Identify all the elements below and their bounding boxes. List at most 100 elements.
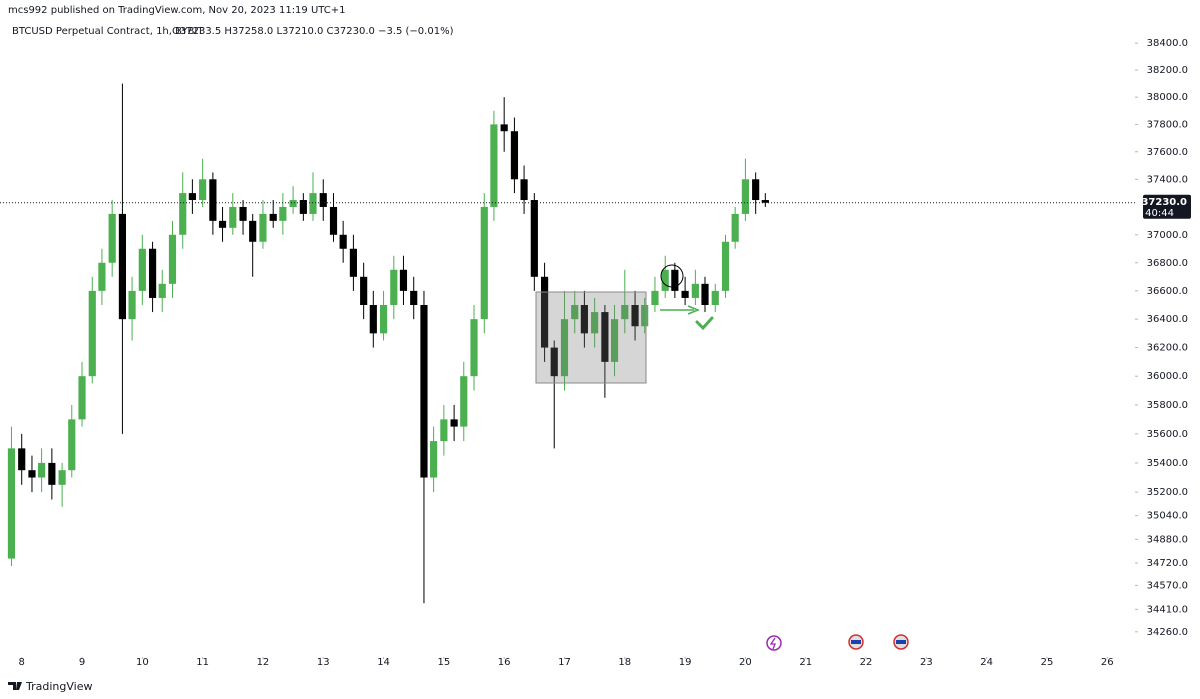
- candle-body: [269, 213, 277, 221]
- candle-body: [450, 419, 458, 427]
- candle-body: [430, 441, 438, 478]
- candle-body: [631, 304, 639, 327]
- x-tick-label: 25: [1041, 657, 1054, 668]
- candle-body: [470, 319, 478, 377]
- x-tick-label: 24: [980, 657, 993, 668]
- candle-body: [379, 304, 388, 334]
- candle-body: [591, 312, 599, 334]
- candle-body: [249, 220, 257, 242]
- y-tick-label: 35600.0: [1147, 429, 1188, 440]
- footer-logo: TradingView: [8, 680, 92, 693]
- countdown-label: 40:44: [1145, 208, 1174, 219]
- y-tick-label: 35040.0: [1147, 511, 1188, 522]
- candle-body: [18, 448, 26, 471]
- candle-body: [289, 200, 297, 207]
- candle-body: [279, 206, 287, 221]
- y-tick-label: 37000.0: [1147, 230, 1188, 241]
- candle-body: [711, 290, 719, 305]
- arrow-head: [687, 305, 701, 315]
- x-tick-label: 17: [558, 657, 571, 668]
- candle-body: [530, 200, 538, 277]
- candle-body: [651, 290, 659, 305]
- y-tick-label: 34720.0: [1147, 558, 1188, 569]
- candle-body: [118, 213, 127, 320]
- candle-body: [490, 124, 498, 207]
- candle-body: [752, 179, 760, 201]
- candle-body: [741, 179, 749, 214]
- candle-body: [761, 200, 769, 203]
- candle-body: [78, 376, 86, 420]
- candle-body: [199, 179, 207, 201]
- x-tick-label: 22: [860, 657, 873, 668]
- y-tick-label: 36800.0: [1147, 258, 1188, 269]
- candle-body: [28, 470, 36, 478]
- y-tick-label: 34570.0: [1147, 580, 1188, 591]
- candle-body: [98, 262, 106, 291]
- x-tick-label: 16: [498, 657, 511, 668]
- y-tick-label: 37600.0: [1147, 147, 1188, 158]
- candle-body: [88, 290, 96, 377]
- candle-body: [610, 319, 619, 362]
- candle-body: [58, 470, 66, 485]
- y-tick-label: 36200.0: [1147, 343, 1188, 354]
- candle-body: [48, 462, 56, 485]
- x-tick-label: 26: [1101, 657, 1114, 668]
- candle-body: [399, 269, 408, 291]
- candle-body: [360, 276, 368, 305]
- candle-body: [580, 304, 588, 334]
- candle-body: [179, 193, 187, 235]
- candle-body: [188, 193, 196, 201]
- x-tick-label: 14: [377, 657, 390, 668]
- candle-body: [520, 179, 528, 201]
- candle-body: [701, 283, 709, 305]
- candle-body: [661, 269, 669, 291]
- candle-body: [691, 283, 699, 298]
- x-tick-label: 23: [920, 657, 933, 668]
- candle-body: [108, 213, 116, 263]
- y-tick-label: 35200.0: [1147, 487, 1188, 498]
- candle-body: [259, 213, 267, 242]
- candle-body: [641, 304, 649, 327]
- candle-body: [540, 276, 549, 348]
- candle-body: [601, 312, 609, 362]
- x-tick-label: 9: [79, 657, 85, 668]
- candle-body: [158, 283, 166, 298]
- candle-body: [480, 206, 488, 320]
- x-tick-label: 13: [317, 657, 330, 668]
- candle-body: [390, 269, 398, 305]
- circle-marker: [660, 264, 684, 288]
- candle-body: [329, 206, 338, 235]
- candle-body: [218, 220, 227, 228]
- candle-body: [239, 206, 247, 221]
- candle-body: [339, 234, 347, 249]
- last-price-label: 37230.0: [1141, 197, 1187, 208]
- y-tick-label: 34880.0: [1147, 534, 1188, 545]
- ohlc-legend: O37233.5 H37258.0 L37210.0 C37230.0 −3.5…: [172, 26, 454, 37]
- candle-body: [721, 241, 730, 291]
- candle-body: [681, 290, 689, 298]
- x-tick-label: 18: [618, 657, 631, 668]
- range-box: [535, 291, 647, 384]
- check-mark: [695, 316, 714, 331]
- flag-icon-glyph: [896, 640, 906, 644]
- flag-icon-glyph: [851, 640, 861, 644]
- candle-body: [148, 248, 157, 298]
- candle-body: [309, 193, 317, 214]
- candle-body: [571, 304, 579, 320]
- y-tick-label: 38200.0: [1147, 65, 1188, 76]
- candle-body: [138, 248, 146, 291]
- candle-body: [209, 179, 217, 221]
- candle-body: [550, 347, 558, 377]
- attribution: mcs992 published on TradingView.com, Nov…: [8, 5, 346, 16]
- event-icons: [766, 634, 909, 651]
- candle-body: [560, 319, 569, 377]
- candle-body: [440, 419, 448, 442]
- event-icon-glyph: [769, 637, 776, 650]
- candle-body: [319, 193, 327, 207]
- x-tick-label: 12: [257, 657, 270, 668]
- candle-body: [621, 304, 629, 320]
- candle-body: [168, 234, 177, 284]
- x-tick-label: 8: [19, 657, 25, 668]
